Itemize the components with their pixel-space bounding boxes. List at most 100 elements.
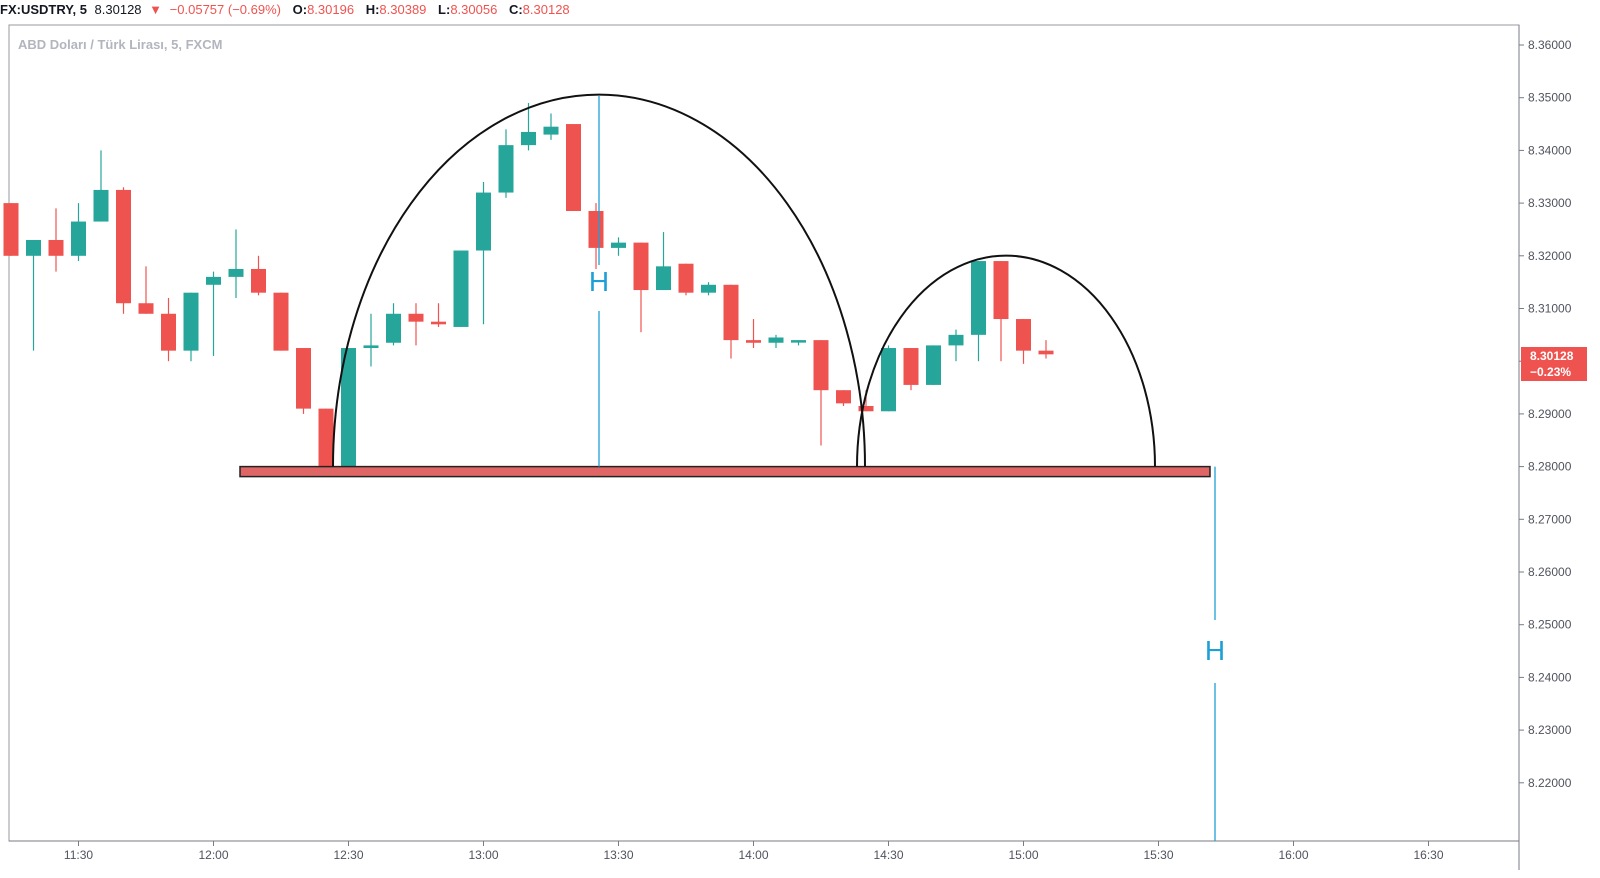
candle[interactable] [588,203,604,269]
candle-body [746,340,761,343]
candle-body [476,192,491,251]
candle-body [498,145,514,193]
candle-body [521,131,536,146]
candle[interactable] [633,242,649,333]
time-tick-label: 15:30 [1143,848,1173,862]
price-tick-label: 8.27000 [1528,512,1572,526]
candle[interactable] [273,292,289,351]
candle-body [836,390,851,404]
candle-body [318,408,334,467]
price-tick-label: 8.34000 [1528,143,1572,157]
candle[interactable] [26,239,41,351]
candle-body [678,263,694,293]
candle[interactable] [93,150,109,222]
time-tick-label: 13:30 [603,848,633,862]
candle[interactable] [813,340,829,446]
candle[interactable] [363,313,379,367]
candle-body [1016,319,1031,351]
candle-body [408,313,424,322]
head-arc[interactable] [332,93,866,467]
current-price-tag: 8.30128 −0.23% [1521,347,1587,381]
shoulder-arc[interactable] [856,254,1156,467]
candle[interactable] [881,345,896,412]
candle[interactable] [183,292,199,362]
candle[interactable] [251,255,266,296]
candle[interactable] [903,348,919,391]
candle-body [273,292,289,351]
candle[interactable] [431,303,446,327]
candle-body [26,239,41,256]
candle[interactable] [498,129,514,198]
price-tag-value: 8.30128 [1530,349,1574,363]
candle-body [161,313,176,351]
candle[interactable] [791,340,806,346]
support-zone[interactable] [239,465,1211,478]
candle-body [791,340,806,343]
chart-title: ABD Doları / Türk Lirası, 5, FXCM [18,37,222,52]
candle-body [588,211,604,248]
candle[interactable] [993,261,1009,362]
price-tick-label: 8.23000 [1528,723,1572,737]
candle-body [701,284,716,293]
price-tick-label: 8.31000 [1528,302,1572,316]
time-tick-label: 14:00 [738,848,768,862]
candle[interactable] [116,187,131,314]
candle[interactable] [453,250,469,327]
candle[interactable] [161,297,176,362]
candle[interactable] [566,124,581,212]
price-tick-label: 8.25000 [1528,618,1572,632]
candle[interactable] [678,263,694,296]
candle-body [341,348,356,467]
candle[interactable] [1038,340,1054,359]
price-tick-label: 8.24000 [1528,670,1572,684]
time-axis[interactable]: 11:30 12:00 12:30 13:00 13:30 14:00 14:30 15:00… [64,841,1444,862]
price-tick-label: 8.26000 [1528,565,1572,579]
candle[interactable] [971,261,986,362]
candle[interactable] [228,229,244,298]
candle[interactable] [723,284,739,359]
candle[interactable] [341,348,356,467]
candle[interactable] [926,345,941,385]
time-tick-label: 13:00 [468,848,498,862]
candle-body [768,337,784,343]
candle-body [926,345,941,385]
candle-body [543,126,559,135]
candle[interactable] [948,329,964,362]
candle[interactable] [408,303,424,346]
candle-body [881,348,896,412]
candle[interactable] [746,319,761,349]
candle[interactable] [1016,319,1031,364]
candle-body [1038,350,1054,355]
candle[interactable] [138,266,154,314]
candle[interactable] [3,203,19,256]
price-tick-label: 8.32000 [1528,249,1572,263]
candle[interactable] [656,232,671,291]
candle[interactable] [521,102,536,151]
candle[interactable] [701,282,716,296]
candle[interactable] [611,237,626,256]
candle[interactable] [543,113,559,140]
candle[interactable] [476,182,491,325]
candle[interactable] [206,271,221,356]
high-label: H: [365,2,380,17]
change-value: ▼ −0.05757 (−0.69%) [149,2,285,17]
down-triangle-icon: ▼ [149,2,163,17]
candle[interactable] [836,390,851,406]
candle-body [138,303,154,314]
candle[interactable] [48,208,64,272]
time-tick-label: 16:00 [1278,848,1308,862]
symbol-name[interactable]: FX:USDTRY, 5 [0,2,87,17]
candle[interactable] [71,203,86,262]
price-axis[interactable]: 8.36000 8.35000 8.34000 8.33000 8.32000 8.310… [1519,38,1572,790]
candle[interactable] [318,408,334,467]
candle-body [71,221,86,256]
candle-body [858,405,874,412]
candle-body [48,239,64,256]
candle[interactable] [296,348,311,414]
candle-body [206,276,221,285]
price-tick-label: 8.35000 [1528,91,1572,105]
candle[interactable] [386,303,401,346]
time-tick-label: 12:30 [333,848,363,862]
candle[interactable] [768,334,784,349]
